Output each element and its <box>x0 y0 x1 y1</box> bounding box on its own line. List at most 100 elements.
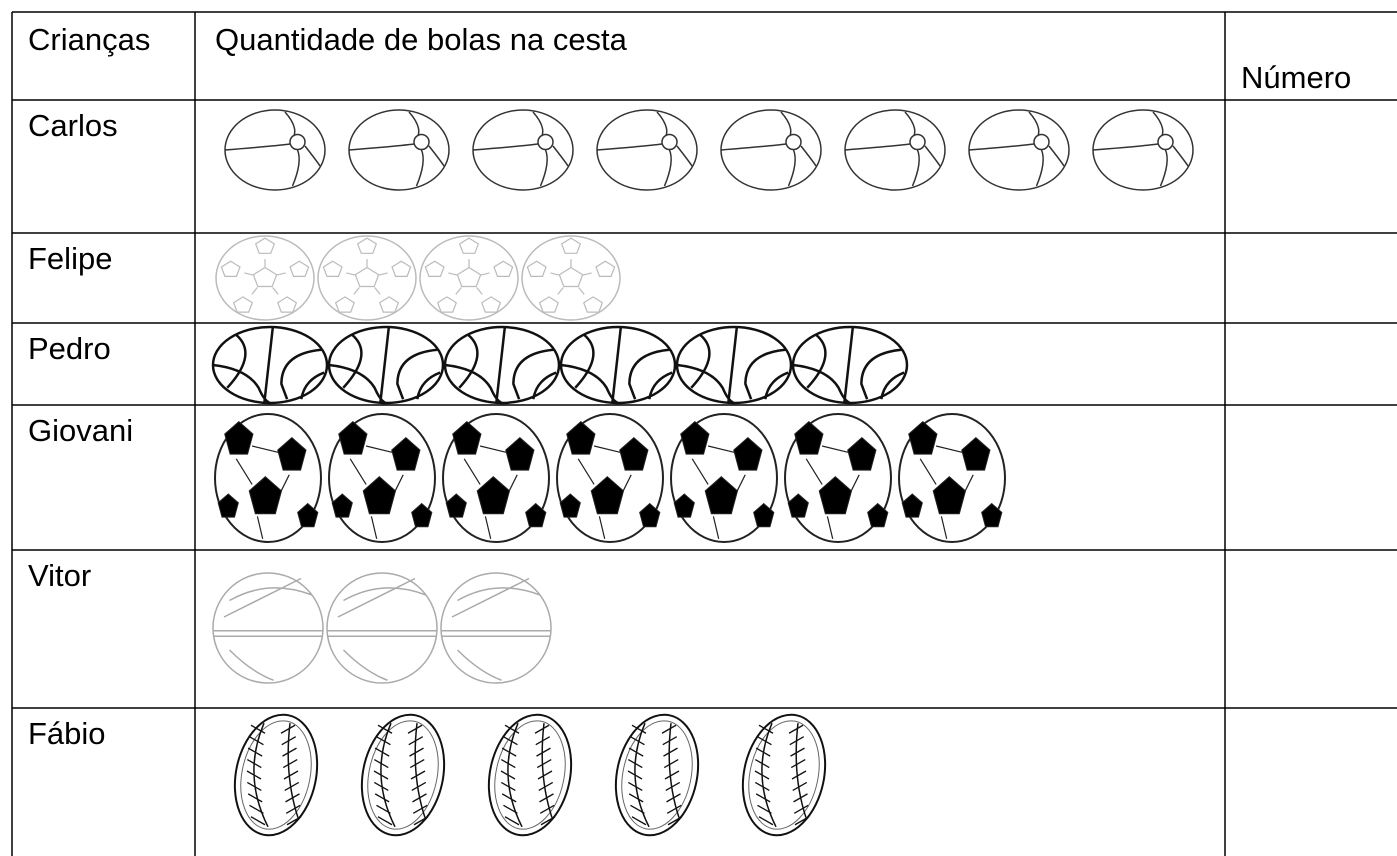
ball-detail <box>246 724 302 826</box>
ball-detail <box>445 493 467 518</box>
ball-detail <box>720 143 787 151</box>
ball-detail <box>676 145 693 167</box>
ball-icon <box>898 413 1006 543</box>
ball-detail <box>327 630 437 637</box>
ball-outline <box>487 713 573 837</box>
ball-detail <box>322 260 343 277</box>
ball-outline <box>348 109 450 191</box>
ball-detail <box>560 363 619 405</box>
ball-outline <box>614 713 700 837</box>
ball-detail <box>552 145 569 167</box>
child-name: Felipe <box>28 241 112 276</box>
ball-outline <box>521 235 621 321</box>
ball-outline <box>215 235 315 321</box>
ball-detail <box>331 493 353 518</box>
ball-icon <box>521 235 621 321</box>
ball-outline <box>443 325 561 405</box>
ball-detail <box>276 272 286 276</box>
ball-outline <box>675 325 793 405</box>
ball-detail <box>356 237 378 254</box>
ball-detail <box>289 260 310 277</box>
header-cell: Crianças <box>28 22 150 57</box>
ball-detail <box>232 296 254 313</box>
ball-detail <box>968 143 1035 151</box>
ball-detail <box>448 272 458 276</box>
ball-detail <box>493 260 514 277</box>
ball-detail <box>733 437 763 471</box>
ball-detail <box>744 348 786 400</box>
ball-detail <box>213 630 323 637</box>
ball-detail <box>919 445 974 539</box>
ball-icon <box>741 713 827 837</box>
ball-detail <box>300 371 325 400</box>
ball-icon <box>614 713 700 837</box>
ball-detail <box>690 333 711 389</box>
ball-detail <box>794 421 824 455</box>
ball-detail <box>908 421 938 455</box>
header-cell: Quantidade de bolas na cesta <box>215 22 628 57</box>
ball-detail <box>415 149 424 187</box>
ball-detail <box>458 333 479 389</box>
ball-detail <box>901 493 923 518</box>
ball-detail <box>297 502 319 528</box>
ball-detail <box>596 143 663 151</box>
ball-detail <box>304 145 321 167</box>
header-cell: Número <box>1241 60 1351 95</box>
table-lines <box>11 11 1397 856</box>
ball-icon <box>596 109 698 191</box>
ball-detail <box>656 111 668 137</box>
ball-detail <box>272 287 279 295</box>
ball-detail <box>328 363 387 405</box>
ball-icon <box>720 109 822 191</box>
ball-detail <box>251 287 258 295</box>
ball-detail <box>539 149 548 187</box>
ball-detail <box>648 371 673 400</box>
ball-detail <box>472 143 539 151</box>
ball-detail <box>806 333 827 389</box>
ball-detail <box>455 287 462 295</box>
ball-detail <box>476 476 511 515</box>
ball-icon <box>348 109 450 191</box>
ball-detail <box>476 287 483 295</box>
ball-detail <box>416 371 441 400</box>
ball-outline <box>360 713 446 837</box>
ball-detail <box>577 445 632 539</box>
ball-detail <box>800 145 817 167</box>
ball-detail <box>909 133 926 151</box>
ball-detail <box>391 260 412 277</box>
ball-detail <box>880 371 905 400</box>
ball-detail <box>1033 133 1050 151</box>
ball-icon <box>317 235 417 321</box>
ball-detail <box>411 502 433 528</box>
ball-detail <box>342 333 363 389</box>
ball-outline <box>968 109 1070 191</box>
ball-icon <box>443 325 561 405</box>
ball-detail <box>252 266 278 288</box>
ball-outline <box>327 325 445 405</box>
ball-detail <box>436 296 458 313</box>
ball-outline <box>472 109 574 191</box>
ball-detail <box>512 348 554 400</box>
ball-detail <box>505 437 535 471</box>
ball-icon <box>791 325 909 405</box>
ball-icon <box>670 413 778 543</box>
ball-detail <box>559 493 581 518</box>
ball-detail <box>500 724 556 826</box>
ball-outline <box>326 572 438 684</box>
ball-outline <box>211 325 329 405</box>
ball-detail <box>582 272 592 276</box>
ball-detail <box>860 348 902 400</box>
ball-icon <box>233 713 319 837</box>
ball-detail <box>220 260 241 277</box>
ball-detail <box>727 326 739 404</box>
ball-detail <box>1159 149 1168 187</box>
ball-outline <box>844 109 946 191</box>
ball-outline <box>741 713 827 837</box>
ball-detail <box>1028 111 1040 137</box>
child-name: Fábio <box>28 716 106 751</box>
ball-detail <box>680 421 710 455</box>
ball-detail <box>663 149 672 187</box>
ball-detail <box>291 149 300 187</box>
ball-icon <box>440 572 552 684</box>
ball-detail <box>780 111 792 137</box>
